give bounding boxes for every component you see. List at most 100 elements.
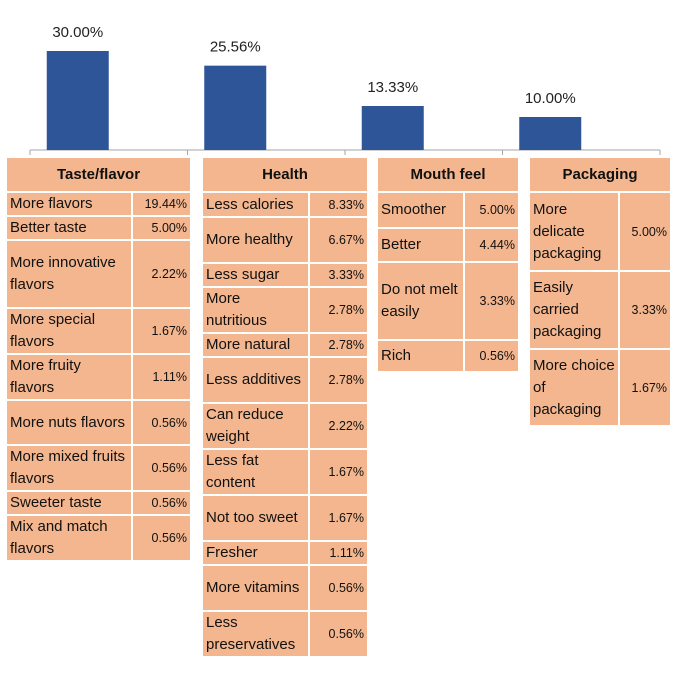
row-value: 1.11% bbox=[310, 542, 367, 564]
table-row: Mix and match flavors 0.56% bbox=[7, 516, 190, 560]
row-label: More innovative flavors bbox=[7, 241, 131, 307]
data-label: 13.33% bbox=[367, 79, 418, 96]
table-mouth-feel: Mouth feel Smoother 5.00% Better 4.44% Do … bbox=[376, 156, 520, 373]
row-label: More vitamins bbox=[203, 566, 308, 610]
table-row: More fruity flavors 1.11% bbox=[7, 355, 190, 399]
row-value: 0.56% bbox=[310, 566, 367, 610]
table-header: Taste/flavor bbox=[7, 158, 190, 191]
table-row: Fresher 1.11% bbox=[203, 542, 367, 564]
row-label: Less fat content bbox=[203, 450, 308, 494]
row-label: Not too sweet bbox=[203, 496, 308, 540]
row-label: Smoother bbox=[378, 193, 463, 227]
table-health: Health Less calories 8.33% More healthy 6.… bbox=[201, 156, 369, 658]
table-header: Packaging bbox=[530, 158, 670, 191]
table-row: More healthy 6.67% bbox=[203, 218, 367, 262]
table-taste-flavor: Taste/flavor More flavors 19.44% Better t… bbox=[5, 156, 192, 562]
table-header: Mouth feel bbox=[378, 158, 518, 191]
row-value: 6.67% bbox=[310, 218, 367, 262]
row-label: More nutritious bbox=[203, 288, 308, 332]
row-label: Better bbox=[378, 229, 463, 261]
table-row: More nutritious 2.78% bbox=[203, 288, 367, 332]
row-label: More special flavors bbox=[7, 309, 131, 353]
bar-packaging bbox=[519, 117, 582, 150]
table-row: More flavors 19.44% bbox=[7, 193, 190, 215]
table-row: Easily carried packaging 3.33% bbox=[530, 272, 670, 348]
table-row: Less calories 8.33% bbox=[203, 193, 367, 216]
row-value: 5.00% bbox=[465, 193, 518, 227]
row-value: 1.67% bbox=[133, 309, 190, 353]
bar-chart: 30.00% 25.56% 13.33% 10.00% bbox=[0, 0, 678, 160]
table-row: Better taste 5.00% bbox=[7, 217, 190, 239]
row-label: Less sugar bbox=[203, 264, 308, 286]
row-value: 4.44% bbox=[465, 229, 518, 261]
row-value: 0.56% bbox=[465, 341, 518, 371]
table-row: Rich 0.56% bbox=[378, 341, 518, 371]
row-label: More natural bbox=[203, 334, 308, 356]
row-label: Can reduce weight bbox=[203, 404, 308, 448]
row-label: More nuts flavors bbox=[7, 401, 131, 444]
row-label: More mixed fruits flavors bbox=[7, 446, 131, 490]
table-row: Less sugar 3.33% bbox=[203, 264, 367, 286]
table-row: More choice of packaging 1.67% bbox=[530, 350, 670, 425]
row-value: 1.67% bbox=[620, 350, 670, 425]
row-value: 1.67% bbox=[310, 496, 367, 540]
row-value: 5.00% bbox=[133, 217, 190, 239]
row-value: 2.78% bbox=[310, 358, 367, 402]
table-row: Can reduce weight 2.22% bbox=[203, 404, 367, 448]
table-row: More innovative flavors 2.22% bbox=[7, 241, 190, 307]
row-value: 0.56% bbox=[133, 401, 190, 444]
row-value: 2.78% bbox=[310, 288, 367, 332]
table-row: More vitamins 0.56% bbox=[203, 566, 367, 610]
row-label: Less calories bbox=[203, 193, 308, 216]
row-label: Do not melt easily bbox=[378, 263, 463, 339]
row-value: 2.22% bbox=[310, 404, 367, 448]
table-row: Less preservatives 0.56% bbox=[203, 612, 367, 656]
table-row: Less fat content 1.67% bbox=[203, 450, 367, 494]
row-label: More flavors bbox=[7, 193, 131, 215]
row-label: Less additives bbox=[203, 358, 308, 402]
bar-chart-svg: 30.00% 25.56% 13.33% 10.00% bbox=[29, 24, 661, 155]
table-row: Sweeter taste 0.56% bbox=[7, 492, 190, 514]
row-value: 0.56% bbox=[133, 516, 190, 560]
row-value: 2.78% bbox=[310, 334, 367, 356]
row-label: Mix and match flavors bbox=[7, 516, 131, 560]
row-value: 5.00% bbox=[620, 193, 670, 270]
row-value: 19.44% bbox=[133, 193, 190, 215]
row-value: 1.11% bbox=[133, 355, 190, 399]
bar-mouth-feel bbox=[361, 106, 424, 150]
table-row: Do not melt easily 3.33% bbox=[378, 263, 518, 339]
row-label: Fresher bbox=[203, 542, 308, 564]
row-value: 3.33% bbox=[465, 263, 518, 339]
row-label: Less preservatives bbox=[203, 612, 308, 656]
row-label: More fruity flavors bbox=[7, 355, 131, 399]
row-label: More healthy bbox=[203, 218, 308, 262]
table-row: Not too sweet 1.67% bbox=[203, 496, 367, 540]
row-value: 1.67% bbox=[310, 450, 367, 494]
row-label: Sweeter taste bbox=[7, 492, 131, 514]
table-header: Health bbox=[203, 158, 367, 191]
row-label: Easily carried packaging bbox=[530, 272, 618, 348]
bar-taste-flavor bbox=[46, 51, 109, 150]
table-packaging: Packaging More delicate packaging 5.00% E… bbox=[528, 156, 672, 427]
data-label: 25.56% bbox=[210, 39, 261, 56]
table-row: Less additives 2.78% bbox=[203, 358, 367, 402]
bar-health bbox=[204, 65, 267, 150]
row-value: 0.56% bbox=[133, 492, 190, 514]
row-value: 0.56% bbox=[133, 446, 190, 490]
table-row: Better 4.44% bbox=[378, 229, 518, 261]
row-value: 3.33% bbox=[620, 272, 670, 348]
table-row: Smoother 5.00% bbox=[378, 193, 518, 227]
table-row: More special flavors 1.67% bbox=[7, 309, 190, 353]
row-value: 0.56% bbox=[310, 612, 367, 656]
row-value: 3.33% bbox=[310, 264, 367, 286]
data-label: 30.00% bbox=[52, 24, 103, 41]
data-label: 10.00% bbox=[525, 90, 576, 107]
row-label: Better taste bbox=[7, 217, 131, 239]
row-label: Rich bbox=[378, 341, 463, 371]
row-label: More delicate packaging bbox=[530, 193, 618, 270]
row-value: 2.22% bbox=[133, 241, 190, 307]
table-row: More natural 2.78% bbox=[203, 334, 367, 356]
table-row: More delicate packaging 5.00% bbox=[530, 193, 670, 270]
row-value: 8.33% bbox=[310, 193, 367, 216]
row-label: More choice of packaging bbox=[530, 350, 618, 425]
